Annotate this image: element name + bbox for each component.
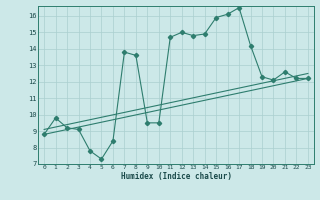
X-axis label: Humidex (Indice chaleur): Humidex (Indice chaleur) bbox=[121, 172, 231, 181]
